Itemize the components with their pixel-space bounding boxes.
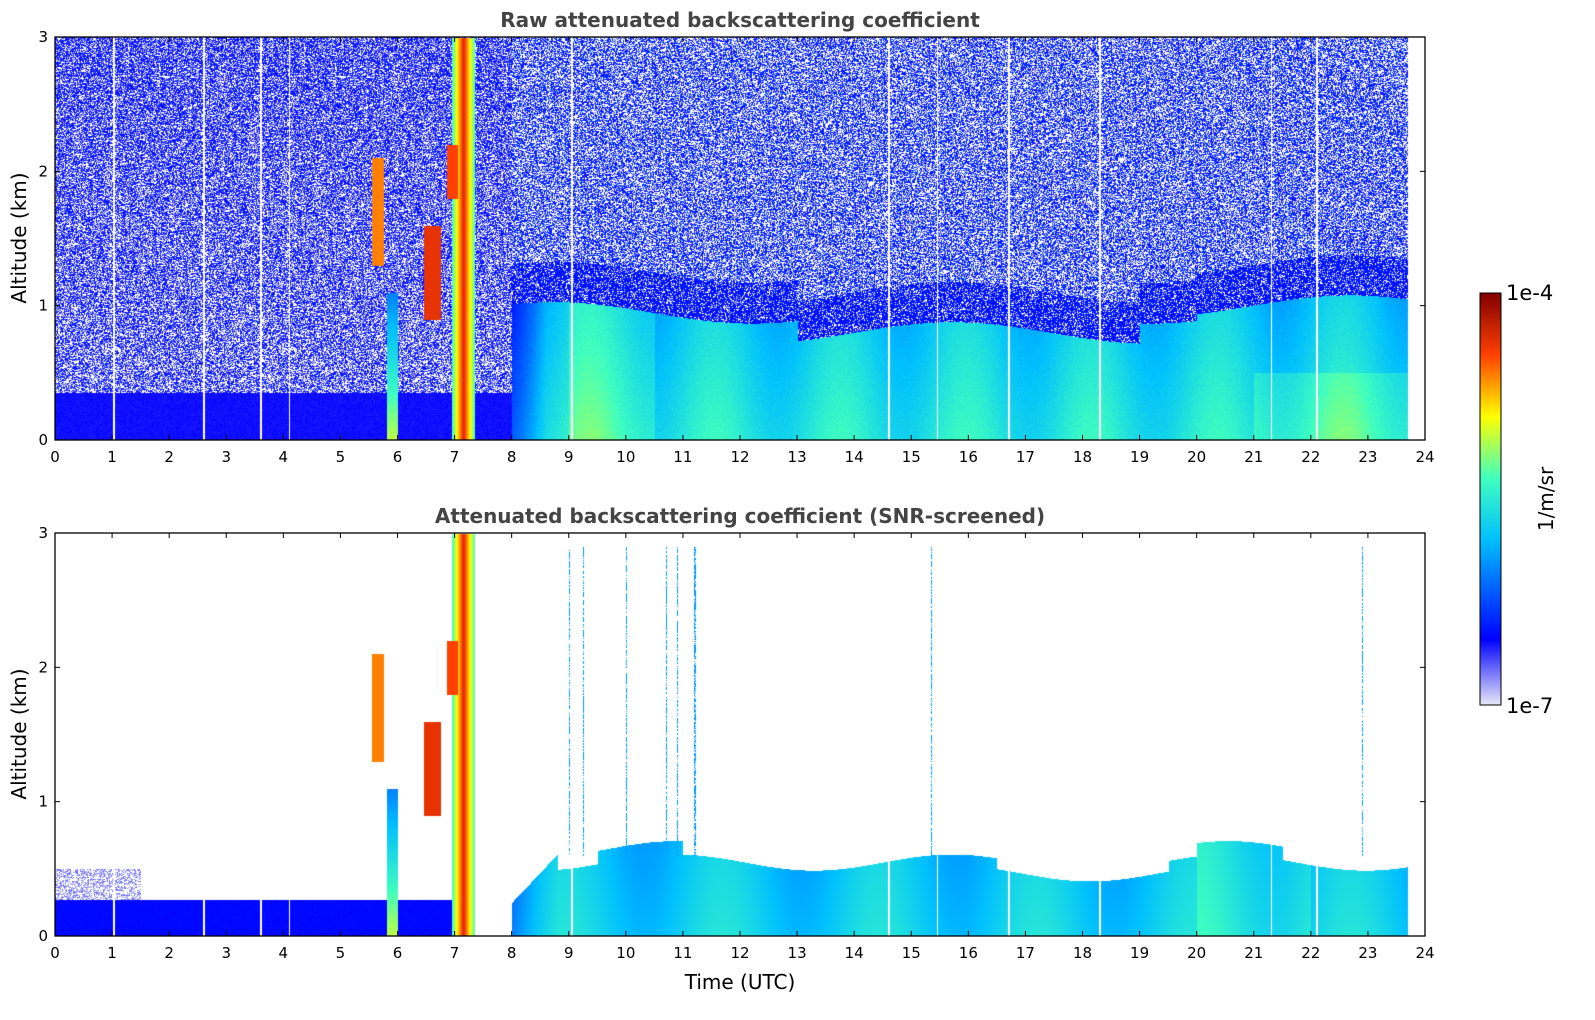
top-chart: Raw attenuated backscattering coefficien… <box>7 8 1435 466</box>
x-tick-label: 8 <box>507 448 517 466</box>
x-tick-label: 18 <box>1073 448 1092 466</box>
x-tick-label: 10 <box>616 944 635 962</box>
x-tick-label: 9 <box>564 448 574 466</box>
bottom-x-axis-label: Time (UTC) <box>684 970 796 994</box>
x-tick-label: 0 <box>50 944 60 962</box>
x-tick-label: 23 <box>1358 448 1377 466</box>
x-tick-label: 7 <box>450 448 460 466</box>
x-tick-label: 11 <box>673 944 692 962</box>
x-tick-label: 12 <box>730 944 749 962</box>
bottom-chart-title: Attenuated backscattering coefficient (S… <box>435 504 1045 528</box>
x-tick-label: 9 <box>564 944 574 962</box>
x-tick-label: 22 <box>1301 944 1320 962</box>
top-x-axis: 0 1 2 3 4 5 6 7 8 9 10 11 12 13 14 15 16 17 18 19 20 21 22 23 24 <box>50 37 1435 466</box>
x-tick-label: 1 <box>107 448 117 466</box>
x-tick-label: 6 <box>393 448 403 466</box>
top-y-axis: 0 1 2 3 <box>38 28 1425 449</box>
bottom-chart: Attenuated backscattering coefficient (S… <box>7 504 1435 994</box>
top-y-axis-label: Altitude (km) <box>7 172 31 303</box>
x-tick-label: 13 <box>788 944 807 962</box>
x-tick-label: 14 <box>845 944 864 962</box>
x-tick-label: 14 <box>845 448 864 466</box>
x-tick-label: 11 <box>673 448 692 466</box>
top-heatmap-canvas <box>55 37 1425 440</box>
x-tick-label: 23 <box>1358 944 1377 962</box>
y-tick-label: 3 <box>38 524 48 542</box>
x-tick-label: 3 <box>221 944 231 962</box>
x-tick-label: 4 <box>279 448 289 466</box>
colorbar-unit-label: 1/m/sr <box>1534 466 1558 531</box>
x-tick-label: 12 <box>730 448 749 466</box>
x-tick-label: 1 <box>107 944 117 962</box>
bottom-y-axis-label: Altitude (km) <box>7 668 31 799</box>
x-tick-label: 13 <box>788 448 807 466</box>
x-tick-label: 0 <box>50 448 60 466</box>
y-tick-label: 0 <box>38 927 48 945</box>
x-tick-label: 18 <box>1073 944 1092 962</box>
x-tick-label: 16 <box>959 944 978 962</box>
colorbar-gradient <box>1479 292 1502 706</box>
colorbar: 1e-4 1e-7 1/m/sr <box>1479 281 1558 718</box>
x-tick-label: 15 <box>902 448 921 466</box>
x-tick-label: 20 <box>1187 944 1206 962</box>
colorbar-max-label: 1e-4 <box>1506 281 1553 305</box>
colorbar-min-label: 1e-7 <box>1506 694 1553 718</box>
x-tick-label: 6 <box>393 944 403 962</box>
x-tick-label: 5 <box>336 944 346 962</box>
x-tick-label: 19 <box>1130 944 1149 962</box>
x-tick-label: 19 <box>1130 448 1149 466</box>
x-tick-label: 4 <box>279 944 289 962</box>
x-tick-label: 5 <box>336 448 346 466</box>
x-tick-label: 24 <box>1415 448 1434 466</box>
y-tick-label: 1 <box>38 297 48 315</box>
x-tick-label: 10 <box>616 448 635 466</box>
x-tick-label: 20 <box>1187 448 1206 466</box>
y-tick-label: 2 <box>38 658 48 676</box>
bottom-x-axis: 0 1 2 3 4 5 6 7 8 9 10 11 12 13 14 15 16 17 18 19 20 21 22 23 24 <box>50 533 1435 962</box>
x-tick-label: 8 <box>507 944 517 962</box>
top-plot-frame <box>54 36 1426 441</box>
y-tick-label: 3 <box>38 28 48 46</box>
x-tick-label: 2 <box>164 448 174 466</box>
top-chart-title: Raw attenuated backscattering coefficien… <box>500 8 980 32</box>
y-tick-label: 2 <box>38 162 48 180</box>
bottom-y-axis: 0 1 2 3 <box>38 524 1425 945</box>
x-tick-label: 17 <box>1016 448 1035 466</box>
x-tick-label: 7 <box>450 944 460 962</box>
x-tick-label: 15 <box>902 944 921 962</box>
x-tick-label: 16 <box>959 448 978 466</box>
x-tick-label: 2 <box>164 944 174 962</box>
x-tick-label: 21 <box>1244 944 1263 962</box>
x-tick-label: 3 <box>221 448 231 466</box>
x-tick-label: 17 <box>1016 944 1035 962</box>
bottom-plot-frame <box>54 532 1426 937</box>
x-tick-label: 21 <box>1244 448 1263 466</box>
y-tick-label: 1 <box>38 793 48 811</box>
x-tick-label: 24 <box>1415 944 1434 962</box>
bottom-heatmap-canvas <box>55 533 1425 936</box>
y-tick-label: 0 <box>38 431 48 449</box>
x-tick-label: 22 <box>1301 448 1320 466</box>
